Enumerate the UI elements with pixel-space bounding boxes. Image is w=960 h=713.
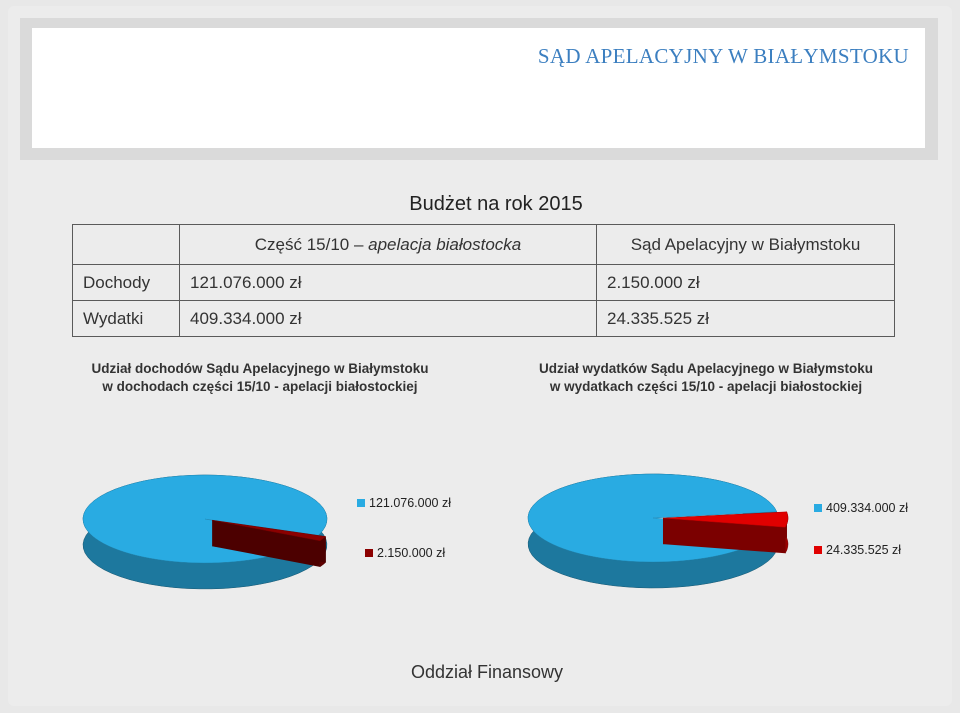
budget-title: Budżet na rok 2015 bbox=[409, 193, 583, 215]
cell-court-value: 2.150.000 zł bbox=[596, 264, 895, 301]
expense-chart-title: Udział wydatków Sądu Apelacyjnego w Biał… bbox=[538, 361, 874, 394]
legend-swatch bbox=[357, 499, 365, 507]
cell-part-value: 409.334.000 zł bbox=[179, 300, 597, 337]
legend-swatch bbox=[814, 546, 822, 554]
pie-slice-1 bbox=[662, 511, 789, 554]
column-header-court: Sąd Apelacyjny w Białymstoku bbox=[596, 224, 895, 265]
column-header-part: Część 15/10 – apelacja białostocka bbox=[179, 224, 597, 265]
income-chart-title: Udział dochodów Sądu Apelacyjnego w Biał… bbox=[91, 361, 429, 394]
income-pie-chart bbox=[82, 474, 328, 590]
legend-entry-income-court: 2.150.000 zł bbox=[365, 546, 445, 560]
table-row: Wydatki 409.334.000 zł 24.335.525 zł bbox=[72, 300, 895, 337]
table-corner-cell bbox=[72, 224, 180, 265]
legend-entry-expense-court: 24.335.525 zł bbox=[814, 543, 901, 557]
cell-part-value: 121.076.000 zł bbox=[179, 264, 597, 301]
footer: Oddział Finansowy bbox=[410, 662, 564, 682]
cell-court-value: 24.335.525 zł bbox=[596, 300, 895, 337]
table-header-row: Część 15/10 – apelacja białostocka Sąd A… bbox=[72, 224, 895, 265]
row-label: Wydatki bbox=[72, 300, 180, 337]
pie-slice-1 bbox=[212, 519, 327, 568]
legend-entry-income-part: 121.076.000 zł bbox=[357, 496, 451, 510]
header: SĄD APELACYJNY W BIAŁYMSTOKU bbox=[32, 28, 925, 148]
header-title: SĄD APELACYJNY W BIAŁYMSTOKU bbox=[537, 44, 909, 68]
legend-swatch bbox=[365, 549, 373, 557]
table-row: Dochody 121.076.000 zł 2.150.000 zł bbox=[72, 264, 895, 301]
expense-pie-chart bbox=[527, 473, 789, 589]
budget-table: Część 15/10 – apelacja białostocka Sąd A… bbox=[72, 224, 895, 337]
legend-swatch bbox=[814, 504, 822, 512]
legend-entry-expense-part: 409.334.000 zł bbox=[814, 501, 908, 515]
